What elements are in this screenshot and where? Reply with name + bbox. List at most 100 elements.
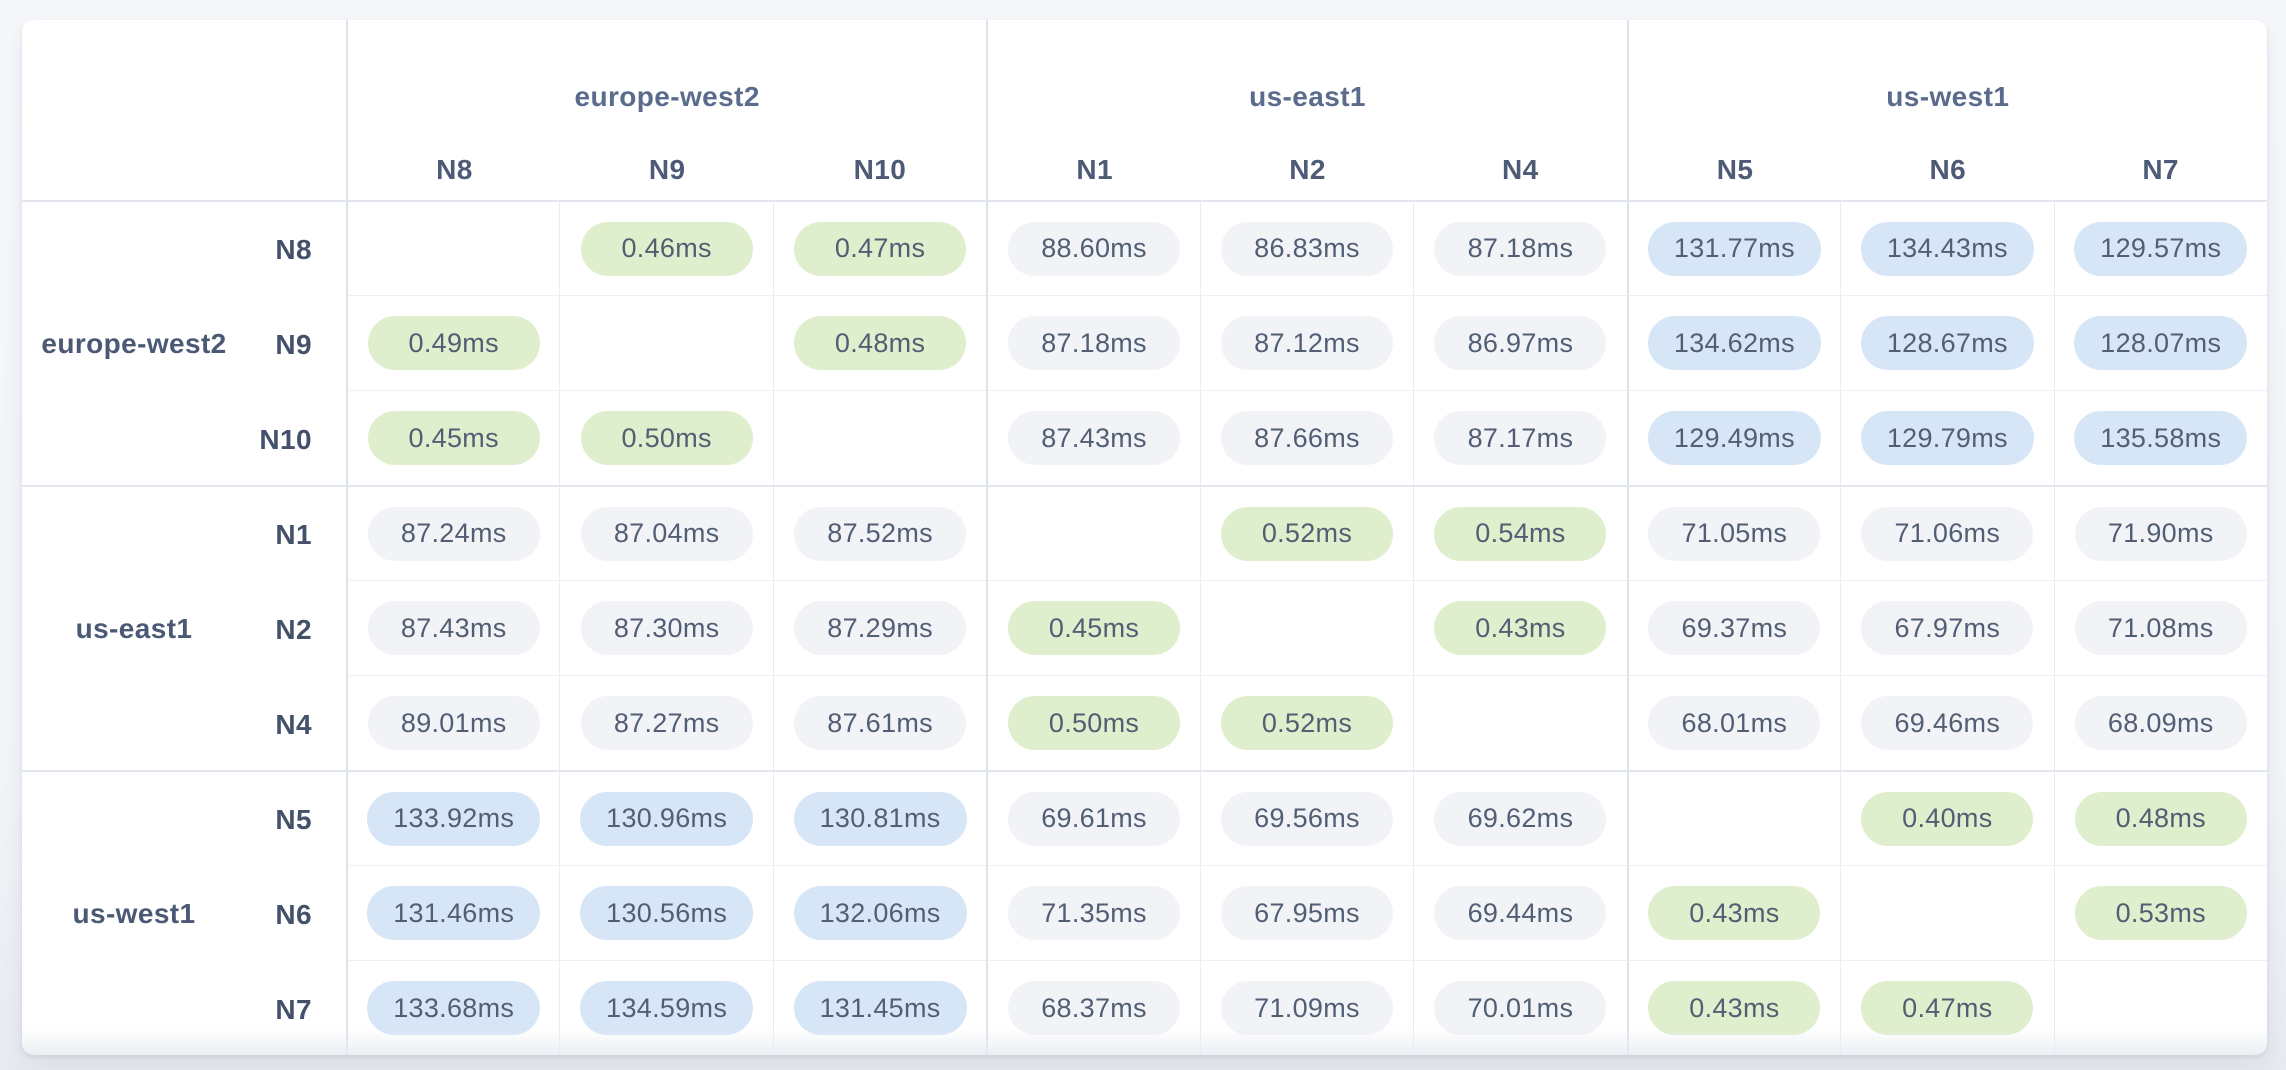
row-region-label: us-east1 xyxy=(75,612,193,644)
latency-pill[interactable]: 71.90ms xyxy=(2074,506,2247,561)
latency-pill[interactable]: 133.92ms xyxy=(367,791,541,846)
latency-pill[interactable]: 0.52ms xyxy=(1220,506,1393,561)
matrix-cell xyxy=(1199,580,1414,675)
latency-pill[interactable]: 87.27ms xyxy=(580,696,753,750)
latency-pill[interactable]: 128.07ms xyxy=(2074,316,2248,370)
latency-pill[interactable]: 129.79ms xyxy=(1860,411,2034,465)
latency-pill[interactable]: 71.08ms xyxy=(2074,601,2247,655)
latency-pill[interactable]: 87.52ms xyxy=(794,506,967,561)
latency-pill[interactable]: 134.59ms xyxy=(580,981,754,1035)
latency-pill[interactable]: 131.46ms xyxy=(367,886,541,940)
latency-pill[interactable]: 0.50ms xyxy=(1008,696,1181,750)
latency-pill[interactable]: 67.97ms xyxy=(1861,601,2034,655)
latency-pill[interactable]: 71.09ms xyxy=(1220,981,1393,1035)
latency-pill[interactable]: 131.45ms xyxy=(793,981,967,1035)
latency-pill[interactable]: 71.06ms xyxy=(1861,506,2034,561)
latency-pill[interactable]: 87.29ms xyxy=(794,601,967,655)
latency-pill[interactable]: 87.30ms xyxy=(580,601,753,655)
matrix-cell: 0.52ms xyxy=(1199,675,1414,770)
matrix-cell: 132.06ms xyxy=(772,865,987,960)
matrix-cell: 0.45ms xyxy=(346,390,560,485)
latency-pill[interactable]: 70.01ms xyxy=(1434,981,1607,1035)
matrix-cell: 71.08ms xyxy=(2053,580,2267,675)
latency-pill[interactable]: 69.46ms xyxy=(1861,696,2034,750)
latency-pill[interactable]: 87.12ms xyxy=(1220,316,1393,370)
latency-pill[interactable]: 133.68ms xyxy=(367,981,541,1035)
latency-pill[interactable]: 131.77ms xyxy=(1647,221,1821,276)
latency-pill[interactable]: 130.96ms xyxy=(580,791,754,846)
row-region-label: us-west1 xyxy=(72,897,196,929)
latency-pill[interactable]: 71.05ms xyxy=(1648,506,1821,561)
row-node-label: N7 xyxy=(275,993,312,1025)
latency-pill[interactable]: 69.61ms xyxy=(1008,791,1181,846)
matrix-cell: 87.52ms xyxy=(772,485,987,580)
latency-pill[interactable]: 71.35ms xyxy=(1008,886,1181,940)
latency-pill[interactable]: 89.01ms xyxy=(367,696,540,750)
latency-pill[interactable]: 0.43ms xyxy=(1648,886,1821,940)
matrix-cell: 131.46ms xyxy=(346,865,560,960)
latency-pill[interactable]: 135.58ms xyxy=(2074,411,2248,465)
latency-pill[interactable]: 87.61ms xyxy=(794,696,967,750)
latency-pill[interactable]: 68.37ms xyxy=(1008,981,1181,1035)
latency-pill[interactable]: 0.48ms xyxy=(2074,791,2247,846)
matrix-cell: 87.61ms xyxy=(772,675,987,770)
latency-pill[interactable]: 0.45ms xyxy=(1008,601,1181,655)
matrix-cell xyxy=(772,390,987,485)
latency-pill[interactable]: 0.52ms xyxy=(1220,696,1393,750)
latency-pill[interactable]: 0.49ms xyxy=(367,316,540,370)
latency-pill[interactable]: 68.01ms xyxy=(1648,696,1821,750)
latency-pill[interactable]: 129.49ms xyxy=(1647,411,1821,465)
latency-pill[interactable]: 130.81ms xyxy=(793,791,967,846)
latency-pill[interactable]: 67.95ms xyxy=(1220,886,1393,940)
latency-pill[interactable]: 0.40ms xyxy=(1861,791,2034,846)
matrix-cell xyxy=(986,485,1200,580)
latency-pill[interactable]: 0.46ms xyxy=(580,221,753,276)
latency-pill[interactable]: 86.97ms xyxy=(1434,316,1607,370)
matrix-cell xyxy=(1413,675,1627,770)
matrix-cell: 0.43ms xyxy=(1626,865,1841,960)
latency-pill[interactable]: 69.56ms xyxy=(1220,791,1393,846)
latency-pill[interactable]: 87.18ms xyxy=(1008,316,1181,370)
column-region-label: europe-west2 xyxy=(574,81,760,112)
matrix-cell: 130.96ms xyxy=(559,770,773,865)
latency-pill[interactable]: 128.67ms xyxy=(1860,316,2034,370)
latency-pill[interactable]: 0.47ms xyxy=(794,221,967,276)
latency-pill[interactable]: 0.47ms xyxy=(1861,981,2034,1035)
latency-pill[interactable]: 0.43ms xyxy=(1434,601,1607,655)
matrix-cell: 87.66ms xyxy=(1199,390,1414,485)
latency-pill[interactable]: 0.45ms xyxy=(367,411,540,465)
latency-pill[interactable]: 134.62ms xyxy=(1647,316,1821,370)
matrix-cell: 131.45ms xyxy=(772,960,987,1055)
latency-pill[interactable]: 0.53ms xyxy=(2074,886,2247,940)
latency-pill[interactable]: 87.18ms xyxy=(1434,221,1607,276)
latency-pill[interactable]: 69.62ms xyxy=(1434,791,1607,846)
latency-pill[interactable]: 0.50ms xyxy=(580,411,753,465)
matrix-cell: 128.07ms xyxy=(2053,295,2267,390)
latency-pill[interactable]: 69.44ms xyxy=(1434,886,1607,940)
matrix-cell: 87.43ms xyxy=(986,390,1200,485)
latency-pill[interactable]: 88.60ms xyxy=(1008,221,1181,276)
latency-pill[interactable]: 130.56ms xyxy=(580,886,754,940)
latency-pill[interactable]: 87.66ms xyxy=(1220,411,1393,465)
latency-pill[interactable]: 87.04ms xyxy=(580,506,753,561)
matrix-cell: 69.61ms xyxy=(986,770,1200,865)
matrix-cell: 0.46ms xyxy=(559,200,773,295)
latency-pill[interactable]: 68.09ms xyxy=(2074,696,2247,750)
latency-pill[interactable]: 87.17ms xyxy=(1434,411,1607,465)
latency-pill[interactable]: 132.06ms xyxy=(793,886,967,940)
column-node-label: N7 xyxy=(2142,154,2179,185)
latency-pill[interactable]: 129.57ms xyxy=(2074,221,2248,276)
latency-pill[interactable]: 87.43ms xyxy=(1008,411,1181,465)
latency-pill[interactable]: 87.24ms xyxy=(367,506,540,561)
latency-pill[interactable]: 0.43ms xyxy=(1648,981,1821,1035)
matrix-cell xyxy=(1840,865,2054,960)
latency-pill[interactable]: 134.43ms xyxy=(1860,221,2034,276)
row-group-header: europe-west2 N8 N9 N10 xyxy=(22,200,346,485)
latency-pill[interactable]: 0.48ms xyxy=(794,316,967,370)
latency-pill[interactable]: 87.43ms xyxy=(367,601,540,655)
latency-pill[interactable]: 0.54ms xyxy=(1434,506,1607,561)
row-node-label: N5 xyxy=(275,803,312,835)
column-node-label: N2 xyxy=(1289,154,1326,185)
latency-pill[interactable]: 69.37ms xyxy=(1648,601,1821,655)
latency-pill[interactable]: 86.83ms xyxy=(1220,221,1393,276)
